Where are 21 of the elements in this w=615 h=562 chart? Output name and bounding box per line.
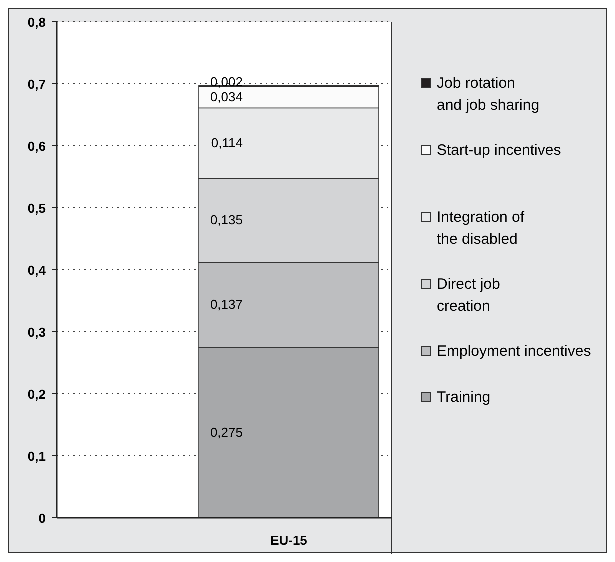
y-tick-label: 0,8 bbox=[28, 15, 46, 30]
legend-label: Direct job creation bbox=[437, 276, 500, 315]
legend-label: Employment incentives bbox=[437, 343, 592, 360]
y-tick-label: 0,7 bbox=[28, 77, 46, 92]
y-tick-label: 0,2 bbox=[28, 387, 46, 402]
data-label: 0,275 bbox=[210, 424, 243, 440]
y-tick-label: 0,1 bbox=[28, 449, 46, 464]
data-label: 0,114 bbox=[211, 136, 243, 151]
y-tick-label: 0,3 bbox=[28, 325, 46, 340]
y-tick-label: 0,5 bbox=[28, 201, 46, 216]
legend-label: Integration of the disabled bbox=[437, 209, 526, 248]
y-tick-label: 0,4 bbox=[28, 263, 47, 278]
legend-label: Training bbox=[437, 389, 491, 406]
data-label: 0,135 bbox=[210, 212, 243, 228]
legend-label: Job rotation and job sharing bbox=[437, 75, 540, 114]
data-label: 0,034 bbox=[210, 90, 243, 105]
data-label: 0,137 bbox=[210, 297, 243, 312]
x-tick-label: EU-15 bbox=[270, 533, 308, 548]
y-tick-label: 0,6 bbox=[28, 139, 46, 154]
y-tick-label: 0 bbox=[38, 511, 46, 526]
legend-label: Start-up incentives bbox=[437, 142, 562, 159]
